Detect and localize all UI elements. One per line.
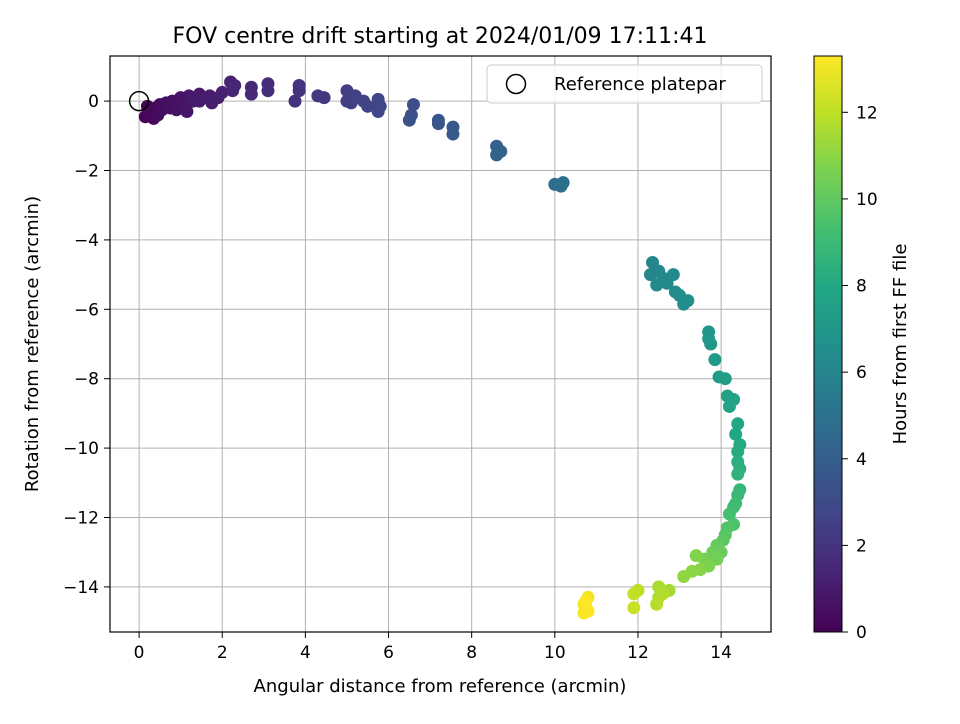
x-tick-label: 12 — [627, 643, 649, 663]
data-point — [729, 427, 743, 441]
data-point — [402, 113, 416, 127]
data-point — [228, 78, 242, 92]
y-tick-label: −8 — [74, 370, 99, 390]
colorbar-tick-label: 0 — [856, 623, 867, 643]
data-point — [627, 587, 641, 601]
data-point — [180, 105, 194, 119]
y-tick-label: −10 — [63, 439, 99, 459]
colorbar-tick-label: 8 — [856, 277, 867, 297]
y-tick-label: −6 — [74, 300, 99, 320]
data-point — [722, 399, 736, 413]
x-tick-label: 14 — [710, 643, 732, 663]
y-axis-label: Rotation from reference (arcmin) — [22, 196, 43, 492]
data-point — [731, 445, 745, 459]
x-axis-label: Angular distance from reference (arcmin) — [254, 676, 627, 697]
grid-layer — [110, 56, 771, 632]
data-point — [406, 98, 420, 112]
legend-marker-reference — [505, 73, 527, 95]
colorbar-gradient — [813, 55, 843, 633]
data-point — [556, 176, 570, 190]
y-tick-label: −14 — [63, 578, 99, 598]
data-point — [581, 604, 595, 618]
data-point — [650, 278, 664, 292]
x-tick-label: 4 — [300, 643, 311, 663]
plot-frame — [109, 55, 772, 633]
legend-entry-reference-platepar: Reference platepar — [554, 74, 726, 95]
x-tick-label: 6 — [383, 643, 394, 663]
colorbar-tick-label: 2 — [856, 536, 867, 556]
y-tick-label: −2 — [74, 162, 99, 182]
data-point — [244, 87, 258, 101]
data-point — [317, 91, 331, 105]
x-tick-label: 2 — [217, 643, 228, 663]
x-tick-label: 0 — [134, 643, 145, 663]
data-point — [579, 594, 593, 608]
colorbar-tick-label: 4 — [856, 450, 867, 470]
data-point — [627, 601, 641, 615]
data-point — [292, 84, 306, 98]
data-point — [681, 294, 695, 308]
data-point — [666, 268, 680, 282]
reference-platepar-marker — [128, 90, 150, 112]
data-point — [689, 549, 703, 563]
data-point — [261, 84, 275, 98]
x-tick-label: 10 — [544, 643, 566, 663]
colorbar-tick-label: 10 — [856, 190, 878, 210]
legend: Reference platepar — [486, 64, 763, 104]
data-point — [431, 117, 445, 131]
data-point — [490, 148, 504, 162]
legend-box — [486, 64, 763, 104]
data-point — [718, 372, 732, 386]
y-ticks: 0 −2 −4 −6 −8 −10 −12 −14 — [63, 92, 110, 598]
colorbar-label: Hours from first FF file — [890, 244, 911, 445]
x-tick-label: 8 — [466, 643, 477, 663]
chart-title: FOV centre drift starting at 2024/01/09 … — [173, 24, 708, 49]
y-tick-label: 0 — [88, 92, 99, 112]
data-point — [446, 127, 460, 141]
data-point — [731, 467, 745, 481]
data-point — [731, 417, 745, 431]
data-point — [371, 105, 385, 119]
y-tick-label: −4 — [74, 231, 99, 251]
colorbar: 0 2 4 6 8 10 12 Hours from first FF file — [813, 55, 911, 643]
points-layer — [128, 75, 747, 620]
data-point — [722, 507, 736, 521]
data-point — [215, 85, 229, 99]
colorbar-tick-label: 12 — [856, 103, 878, 123]
colorbar-tick-label: 6 — [856, 363, 867, 383]
data-point — [288, 94, 302, 108]
data-point — [656, 587, 670, 601]
data-point — [704, 337, 718, 351]
data-point — [192, 94, 206, 108]
data-point — [361, 99, 375, 113]
data-point — [708, 353, 722, 367]
colorbar-ticks: 0 2 4 6 8 10 12 — [842, 103, 878, 643]
y-tick-label: −12 — [63, 508, 99, 528]
data-point — [677, 569, 691, 583]
data-point — [650, 597, 664, 611]
x-ticks: 0 2 4 6 8 10 12 14 — [134, 632, 732, 663]
